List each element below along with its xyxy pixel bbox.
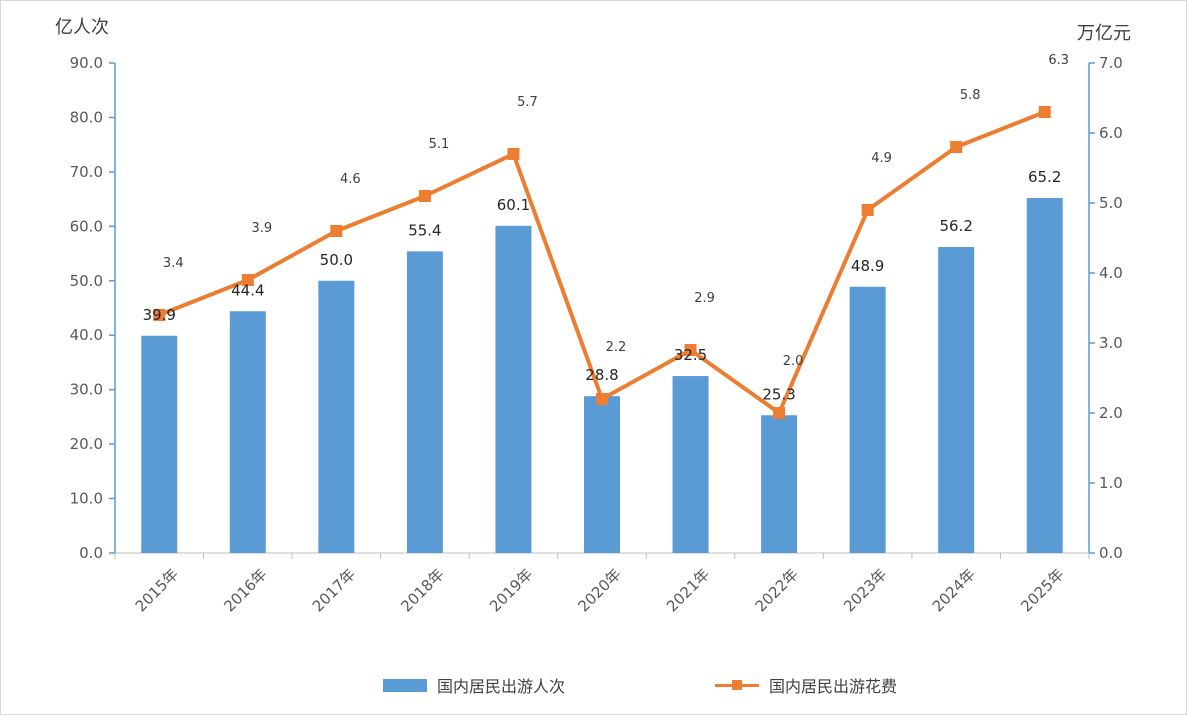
x-axis-tick-label: 2015年 — [132, 565, 182, 615]
bar — [672, 376, 709, 553]
left-axis-tick-label: 90.0 — [70, 54, 103, 72]
right-axis-tick-label: 0.0 — [1099, 544, 1123, 562]
x-axis-tick-label: 2021年 — [663, 565, 713, 615]
bar-data-label: 48.9 — [851, 257, 884, 275]
left-axis-tick-label: 20.0 — [70, 435, 103, 453]
spending-point-marker — [950, 141, 963, 153]
right-axis-unit: 万亿元 — [1077, 23, 1131, 44]
bar — [318, 280, 355, 553]
bar — [849, 286, 886, 553]
legend-item-visitors: 国内居民出游人次 — [383, 673, 565, 697]
legend-bar-swatch — [383, 678, 427, 692]
left-axis-tick-label: 70.0 — [70, 163, 103, 181]
spending-data-label: 3.9 — [251, 221, 272, 236]
x-axis-tick-label: 2024年 — [929, 565, 979, 615]
bar — [761, 415, 798, 553]
right-axis-tick-label: 6.0 — [1099, 124, 1123, 142]
bar — [229, 311, 266, 553]
x-axis-tick-label: 2020年 — [574, 565, 624, 615]
spending-point-marker — [418, 190, 431, 202]
spending-data-label: 2.2 — [606, 340, 627, 355]
x-axis-tick-label: 2019年 — [486, 565, 536, 615]
bar-data-label: 28.8 — [585, 366, 618, 384]
right-axis-tick-label: 7.0 — [1099, 54, 1123, 72]
spending-data-label: 6.3 — [1048, 53, 1069, 68]
spending-data-label: 5.8 — [960, 88, 981, 103]
legend-label-visitors: 国内居民出游人次 — [437, 677, 566, 696]
spending-data-label: 2.0 — [783, 354, 804, 369]
left-axis-tick-label: 10.0 — [70, 490, 103, 508]
x-axis-tick-label: 2018年 — [397, 565, 447, 615]
spending-point-marker — [507, 148, 520, 160]
right-axis-tick-label: 2.0 — [1099, 404, 1123, 422]
legend-line-swatch — [715, 677, 759, 693]
x-axis-tick-label: 2016年 — [220, 565, 270, 615]
bar-data-label: 55.4 — [408, 221, 441, 239]
spending-data-label: 4.9 — [871, 151, 892, 166]
spending-data-label: 5.1 — [429, 137, 450, 152]
spending-data-label: 3.4 — [163, 256, 184, 271]
spending-data-label: 2.9 — [694, 291, 715, 306]
spending-point-marker — [596, 393, 608, 405]
spending-point-marker — [861, 204, 874, 216]
bar — [938, 247, 975, 553]
left-axis-tick-label: 40.0 — [70, 326, 103, 344]
legend-label-spending: 国内居民出游花费 — [769, 677, 898, 696]
x-axis-tick-label: 2023年 — [840, 565, 890, 615]
spending-point-marker — [241, 274, 254, 286]
left-axis-tick-label: 0.0 — [79, 544, 103, 562]
bar — [1026, 198, 1063, 553]
legend-item-spending: 国内居民出游花费 — [715, 673, 897, 697]
bar-data-label: 60.1 — [497, 196, 530, 214]
left-axis-tick-label: 60.0 — [70, 217, 103, 235]
bar — [406, 251, 443, 553]
bar-data-label: 39.9 — [143, 306, 176, 324]
spending-point-marker — [330, 225, 343, 237]
x-axis-tick-label: 2022年 — [752, 565, 802, 615]
right-axis-tick-label: 1.0 — [1099, 474, 1123, 492]
spending-data-label: 4.6 — [340, 172, 361, 187]
bar-data-label: 50.0 — [320, 251, 353, 269]
spending-point-marker — [684, 344, 697, 356]
spending-data-label: 5.7 — [517, 95, 538, 110]
bar — [141, 335, 178, 553]
spending-point-marker — [1038, 106, 1051, 118]
bar-data-label: 32.5 — [674, 346, 707, 364]
x-axis-tick-label: 2025年 — [1017, 565, 1067, 615]
left-axis-tick-label: 30.0 — [70, 381, 103, 399]
right-axis-tick-label: 3.0 — [1099, 334, 1123, 352]
bar-data-label: 25.3 — [762, 385, 795, 403]
bar — [584, 396, 620, 553]
bar-data-label: 44.4 — [231, 281, 264, 299]
left-axis-tick-label: 50.0 — [70, 272, 103, 290]
bar — [495, 225, 532, 554]
bar-data-label: 56.2 — [939, 217, 972, 235]
right-axis-tick-label: 4.0 — [1099, 264, 1123, 282]
spending-point-marker — [153, 309, 166, 321]
spending-point-marker — [773, 407, 786, 419]
x-axis-tick-label: 2017年 — [309, 565, 359, 615]
left-axis-tick-label: 80.0 — [70, 108, 103, 126]
right-axis-tick-label: 5.0 — [1099, 194, 1123, 212]
bar-data-label: 65.2 — [1028, 168, 1061, 186]
left-axis-unit: 亿人次 — [55, 17, 109, 38]
